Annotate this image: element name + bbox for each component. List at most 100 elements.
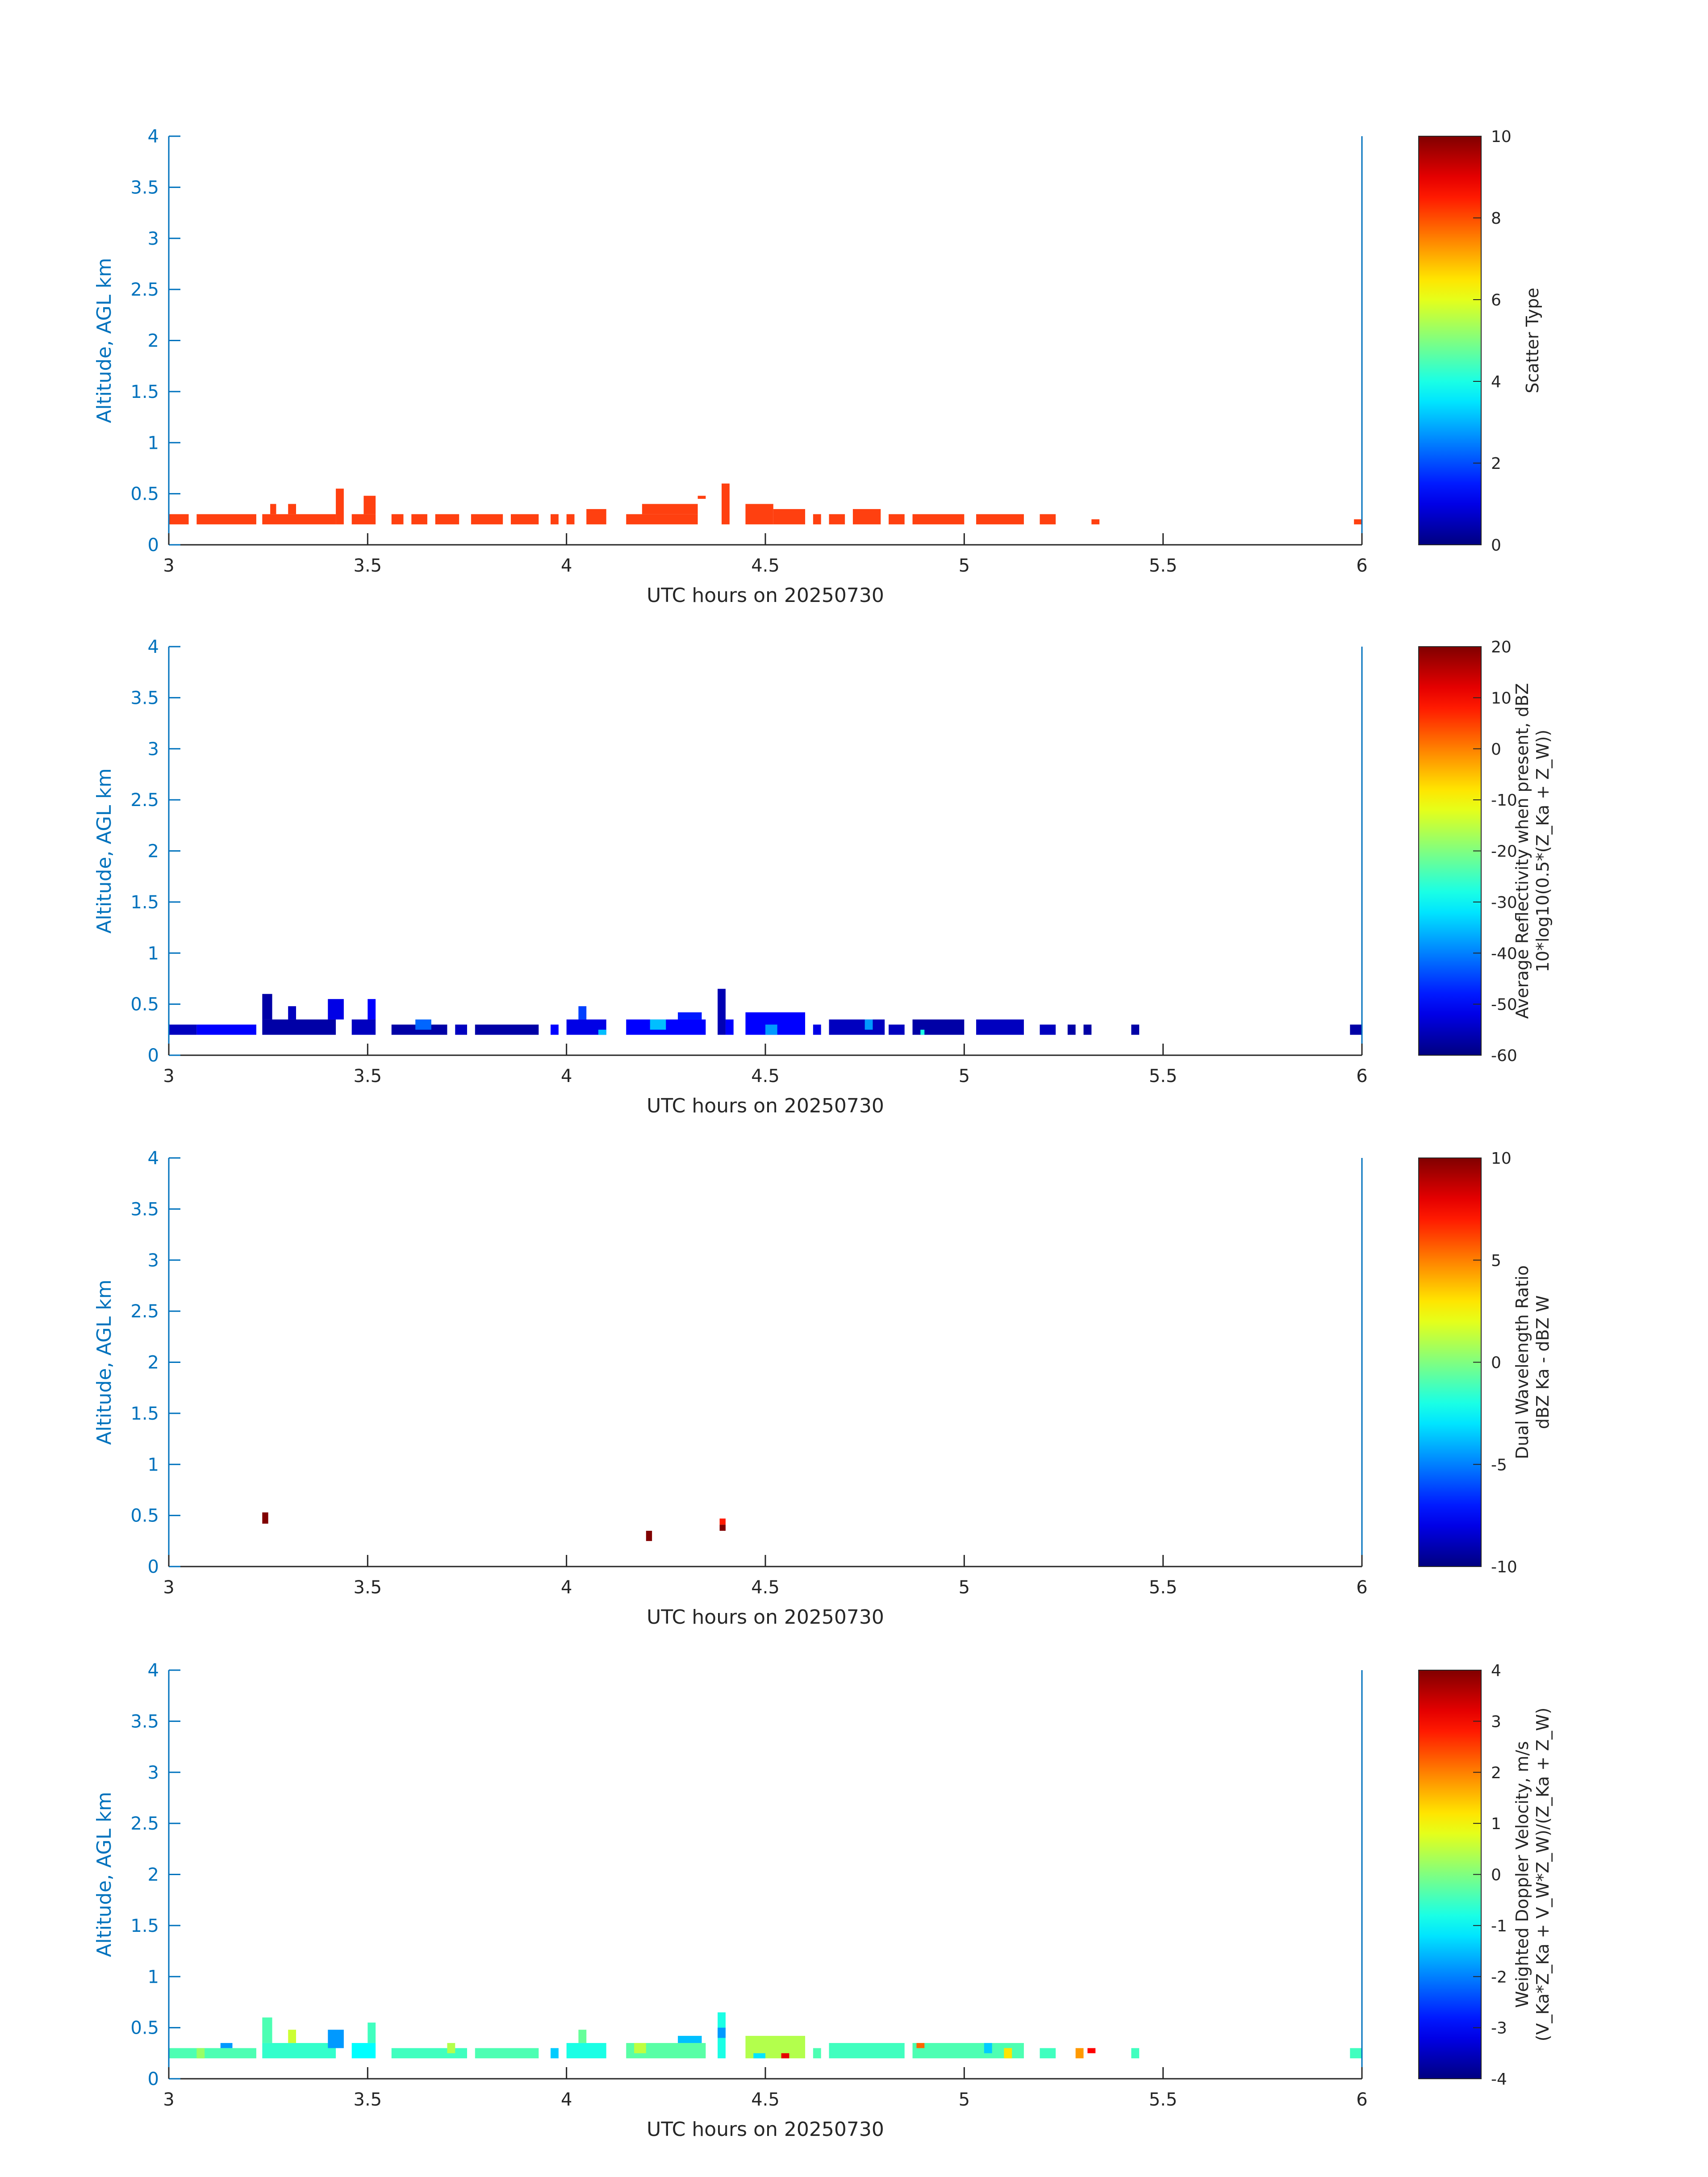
y-tick-label: 1.5 — [130, 382, 159, 402]
colorbar-tick-label: 2 — [1491, 1764, 1501, 1782]
data-cell — [650, 1019, 666, 1030]
data-cell — [351, 2043, 376, 2059]
y-tick-label: 3 — [148, 1763, 159, 1783]
colorbar-tick-label: 0 — [1491, 1354, 1501, 1372]
y-tick-label: 2.5 — [130, 1813, 159, 1834]
y-tick-label: 1.5 — [130, 892, 159, 913]
data-cell — [262, 994, 272, 1020]
data-cell — [829, 514, 845, 525]
colorbar-label: Average Reflectivity when present, dBZ — [1512, 683, 1532, 1019]
y-tick-label: 1 — [148, 943, 159, 964]
data-cells — [169, 2012, 1362, 2059]
colorbar-tick-label: -40 — [1491, 944, 1517, 963]
x-tick-label: 3.5 — [354, 2089, 382, 2110]
data-cell — [1040, 2048, 1056, 2059]
data-cell — [328, 999, 344, 1020]
data-cell — [566, 514, 575, 525]
data-cell — [912, 1019, 965, 1035]
y-tick-label: 1.5 — [130, 1404, 159, 1424]
data-cell — [262, 2043, 336, 2059]
data-cell — [1087, 2048, 1096, 2053]
data-cell — [447, 2043, 455, 2053]
data-cell — [1131, 1024, 1140, 1035]
colorbar-label: Weighted Doppler Velocity, m/s — [1512, 1741, 1532, 2008]
colorbar-tick-label: -30 — [1491, 894, 1517, 912]
x-tick-label: 3.5 — [354, 1577, 382, 1598]
data-cell — [220, 2043, 233, 2048]
data-cell — [813, 2048, 821, 2059]
data-cell — [475, 2048, 539, 2059]
data-cell — [169, 2048, 256, 2059]
colorbar-label: Scatter Type — [1523, 288, 1542, 393]
panel-dual_wavelength_ratio: 0 0.5 1 1.5 2 2.5 3 3.5 4 3 3.5 4 4.5 5 5.5 6 UTC hours … — [93, 1148, 1553, 1629]
data-cell — [920, 1029, 925, 1035]
x-tick-label: 5.5 — [1149, 556, 1178, 576]
y-axis-label: Altitude, AGL km — [93, 258, 116, 423]
y-tick-label: 3.5 — [130, 688, 159, 708]
y-tick-label: 3.5 — [130, 177, 159, 198]
y-tick-label: 0 — [148, 1045, 159, 1066]
data-cell — [642, 504, 698, 514]
data-cell — [1350, 2048, 1362, 2059]
data-cell — [1091, 519, 1100, 525]
x-tick-label: 6 — [1356, 556, 1367, 576]
y-tick-label: 1 — [148, 1967, 159, 1987]
x-tick-label: 3 — [163, 2089, 174, 2110]
data-cell — [864, 1019, 873, 1030]
x-tick-label: 4 — [561, 556, 572, 576]
x-tick-label: 5.5 — [1149, 2089, 1178, 2110]
data-cell — [262, 1019, 336, 1035]
x-tick-label: 5 — [959, 1577, 970, 1598]
y-tick-label: 4 — [148, 1148, 159, 1169]
colorbar-tick-label: 3 — [1491, 1713, 1501, 1731]
y-tick-label: 0 — [148, 535, 159, 556]
x-tick-label: 6 — [1356, 2089, 1367, 2110]
data-cell — [363, 496, 376, 514]
data-cell — [889, 514, 905, 525]
panel-average_reflectivity: 0 0.5 1 1.5 2 2.5 3 3.5 4 3 3.5 4 4.5 5 5.5 6 UTC hours … — [93, 637, 1553, 1117]
data-cell — [288, 504, 296, 514]
x-tick-label: 5.5 — [1149, 1066, 1178, 1086]
data-cell — [288, 2030, 296, 2043]
data-cell — [351, 1019, 376, 1035]
data-cell — [196, 2048, 205, 2059]
data-cell — [510, 514, 539, 525]
colorbar: -60 -50 -40 -30 -20 -10 0 10 20 Average Reflectiv… — [1418, 638, 1553, 1065]
x-tick-label: 3.5 — [354, 1066, 382, 1086]
x-axis-label: UTC hours on 20250730 — [647, 584, 884, 607]
colorbar-tick-label: -20 — [1491, 843, 1517, 861]
y-tick-label: 3.5 — [130, 1199, 159, 1220]
x-axis-label: UTC hours on 20250730 — [647, 1095, 884, 1117]
x-tick-label: 3 — [163, 1066, 174, 1086]
y-tick-label: 0.5 — [130, 2018, 159, 2039]
data-cell — [262, 1512, 268, 1524]
data-cell — [411, 514, 427, 525]
y-tick-label: 3 — [148, 1250, 159, 1271]
data-cell — [367, 999, 376, 1020]
x-axis-label: UTC hours on 20250730 — [647, 1606, 884, 1629]
x-tick-label: 5 — [959, 1066, 970, 1086]
colorbar-tick-label: 8 — [1491, 209, 1501, 228]
data-cell — [719, 1525, 726, 1531]
data-cell — [718, 989, 726, 1035]
x-tick-label: 4.5 — [751, 1066, 780, 1086]
data-cell — [745, 504, 773, 525]
data-cell — [829, 2043, 905, 2059]
colorbar-tick-label: 0 — [1491, 1866, 1501, 1885]
y-tick-label: 2 — [148, 1353, 159, 1373]
colorbar-gradient — [1418, 1670, 1482, 2079]
data-cell — [391, 2048, 467, 2059]
x-tick-label: 6 — [1356, 1066, 1367, 1086]
data-cell — [351, 514, 376, 525]
colorbar-label: 10*log10(0.5*(Z_Ka + Z_W)) — [1533, 730, 1553, 973]
data-cell — [626, 514, 698, 525]
data-cell — [753, 2053, 765, 2059]
y-axis-label: Altitude, AGL km — [93, 1279, 116, 1445]
data-cell — [725, 1019, 734, 1035]
data-cell — [270, 504, 276, 514]
data-cell — [551, 2048, 559, 2059]
y-tick-label: 4 — [148, 1660, 159, 1681]
y-tick-label: 0 — [148, 1557, 159, 1577]
colorbar-tick-label: -2 — [1491, 1968, 1507, 1986]
